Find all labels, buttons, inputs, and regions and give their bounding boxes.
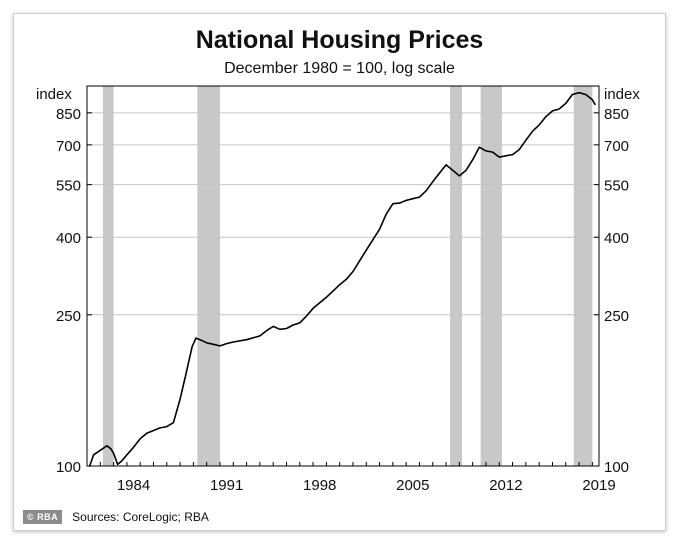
axis-ticks	[86, 112, 599, 467]
x-tick-label-2012: 2012	[489, 477, 522, 494]
y-tick-label-right: 250	[604, 308, 629, 325]
series-line-housing-index	[88, 91, 596, 467]
x-tick-label-1998: 1998	[303, 477, 336, 494]
y-axis-label-right: index	[604, 86, 640, 103]
sources-note: Sources: CoreLogic; RBA	[72, 510, 209, 524]
shaded-period-5	[573, 86, 593, 466]
y-axis-label-left: index	[36, 86, 72, 103]
y-tick-label-right: 550	[604, 178, 629, 195]
x-tick-label-2019: 2019	[582, 477, 615, 494]
y-tick-label-right: 400	[604, 230, 629, 247]
x-tick-label-1991: 1991	[210, 477, 243, 494]
chart-frame	[13, 13, 666, 531]
chart-footer: © RBA Sources: CoreLogic; RBA	[23, 510, 209, 524]
x-tick-label-2005: 2005	[396, 477, 429, 494]
shaded-period-4	[480, 86, 502, 466]
chart-subtitle: December 1980 = 100, log scale	[224, 60, 455, 77]
y-tick-label-left: 100	[56, 459, 81, 476]
shaded-period-1	[102, 86, 114, 466]
y-tick-label-right: 100	[604, 459, 629, 476]
plot-area-border	[86, 85, 600, 467]
shaded-period-2	[197, 86, 220, 466]
y-tick-label-left: 850	[56, 106, 81, 123]
y-tick-label-left: 250	[56, 308, 81, 325]
y-tick-label-right: 700	[604, 138, 629, 155]
gridlines	[87, 112, 599, 316]
recession-shading	[102, 86, 593, 466]
series-line-group	[88, 91, 596, 467]
y-tick-label-left: 550	[56, 178, 81, 195]
y-tick-label-left: 700	[56, 138, 81, 155]
shaded-period-3	[450, 86, 463, 466]
rba-logo: © RBA	[23, 510, 63, 524]
y-tick-label-right: 850	[604, 106, 629, 123]
x-tick-label-1984: 1984	[117, 477, 150, 494]
chart-title: National Housing Prices	[195, 26, 484, 54]
axis-labels: 100 100 250 250 400 400 550 550 700 700 850 850 1984…	[56, 106, 629, 494]
y-tick-label-left: 400	[56, 230, 81, 247]
